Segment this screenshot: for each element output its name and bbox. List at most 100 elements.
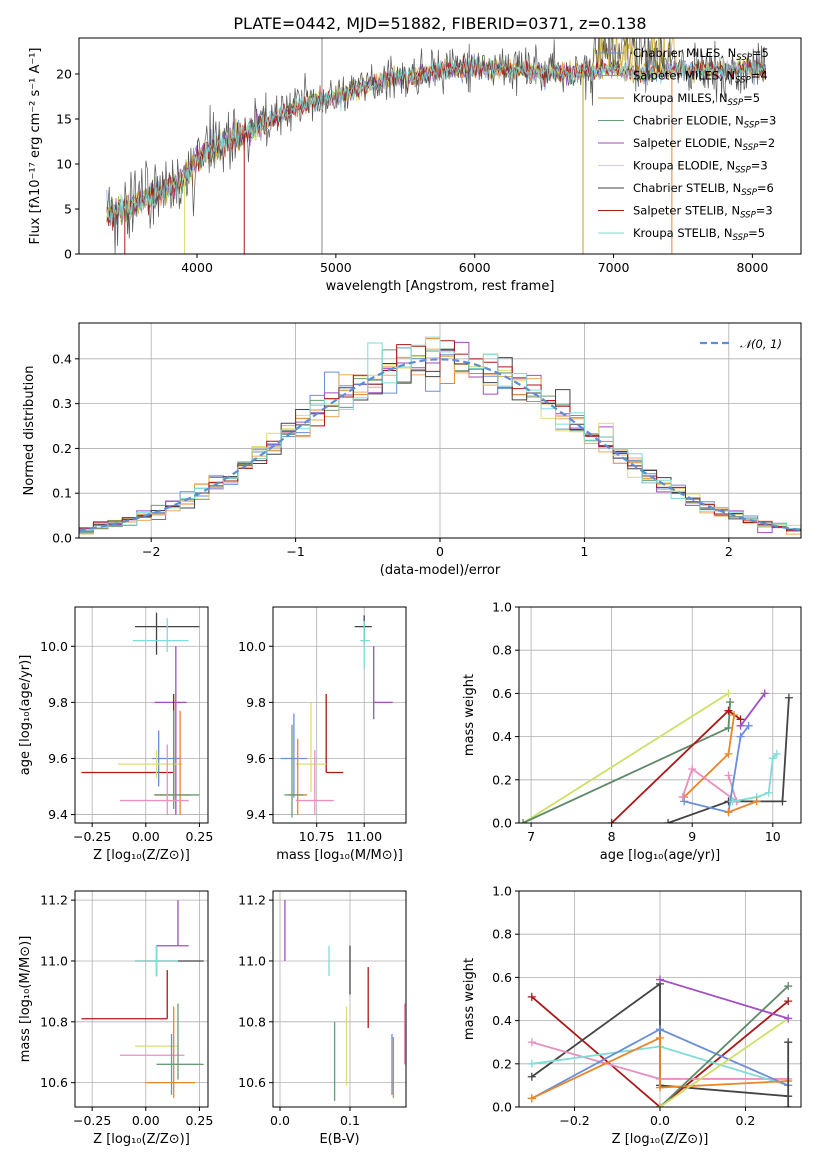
weight-marker xyxy=(784,1103,793,1107)
x-tick-label: 0.00 xyxy=(132,829,160,844)
weight-marker xyxy=(656,975,664,984)
x-tick-label: 6000 xyxy=(459,260,491,275)
weight-marker xyxy=(772,749,781,758)
weight-marker xyxy=(736,732,745,741)
axes-frame xyxy=(74,606,209,824)
y-axis-label: mass weight xyxy=(462,674,477,756)
weight-marker xyxy=(744,721,753,730)
legend: Chabrier MILES, NSSP=5 Salpeter MILES, NS… xyxy=(598,46,776,243)
x-axis-label: mass [log₁₀(M/M⊙)] xyxy=(276,848,403,863)
axes-frame xyxy=(518,606,802,824)
y-tick-label: 15 xyxy=(56,112,72,127)
weight-marker xyxy=(656,1103,664,1107)
weight-marker xyxy=(724,706,733,715)
weight-marker xyxy=(519,819,528,823)
x-tick-label: 0.0 xyxy=(650,1113,670,1128)
y-tick-label: 0.4 xyxy=(492,729,512,744)
y-tick-label: 0.8 xyxy=(492,643,512,658)
histogram-series xyxy=(79,336,801,538)
weight-marker xyxy=(768,754,777,763)
axes-frame xyxy=(272,890,407,1108)
grid xyxy=(273,607,406,823)
y-tick-label: 10.8 xyxy=(238,1014,266,1029)
weight-marker xyxy=(678,793,687,802)
y-tick-label: 11.2 xyxy=(40,893,68,908)
y-tick-label: 11.0 xyxy=(40,953,68,968)
x-tick-label: −0.25 xyxy=(73,829,111,844)
weight-marker xyxy=(724,689,733,698)
axes-frame xyxy=(272,606,407,824)
y-tick-label: 11.2 xyxy=(238,893,266,908)
panel-weight-vs-Z: −0.2 0.0 0.2 0.0 0.2 0.4 0.6 0.8 1.0 Z [log₁₀(Z/Z… xyxy=(462,884,802,1147)
panel-spectrum: 4000 5000 6000 7000 8000 0 5 10 15 20 wavelength [… xyxy=(28,37,802,294)
y-tick-label: 1.0 xyxy=(492,884,512,899)
weight-marker xyxy=(680,797,689,806)
weight-marker xyxy=(724,723,733,732)
weight-marker xyxy=(784,997,793,1006)
spectrum-line xyxy=(106,57,767,223)
y-axis-label: age [log₁₀(age/yr)] xyxy=(18,655,33,776)
y-tick-label: 9.6 xyxy=(48,751,68,766)
weight-line xyxy=(531,996,789,1107)
weight-marker xyxy=(527,992,536,1001)
y-axis-label: Normed distribution xyxy=(22,366,37,496)
x-tick-label: −0.25 xyxy=(73,1113,111,1128)
panel-residuals: −2 −1 0 1 2 0.0 0.1 0.2 0.3 0.4 (data-model)/error… xyxy=(22,322,802,578)
weight-marker xyxy=(778,797,787,806)
plot-area xyxy=(284,900,406,1101)
weight-line xyxy=(531,1036,789,1100)
y-tick-label: 10 xyxy=(56,157,72,172)
y-tick-label: 10.0 xyxy=(238,639,266,654)
y-tick-label: 0.0 xyxy=(492,816,512,831)
weight-line xyxy=(659,1017,789,1107)
weight-marker xyxy=(656,1083,664,1092)
weight-line xyxy=(739,692,766,727)
y-tick-label: 10.8 xyxy=(40,1014,68,1029)
plot-area xyxy=(527,975,793,1107)
y-tick-label: 0 xyxy=(64,247,72,262)
weight-marker xyxy=(527,1038,536,1047)
panel-weight-vs-age: 7 8 9 10 0.0 0.2 0.4 0.6 0.8 1.0 age [log₁₀(age/yr… xyxy=(462,600,802,863)
weight-marker xyxy=(728,797,737,806)
y-tick-label: 9.4 xyxy=(246,807,266,822)
weight-marker xyxy=(730,711,739,719)
x-axis-label: Z [log₁₀(Z/Z⊙)] xyxy=(93,1132,190,1147)
y-tick-label: 9.4 xyxy=(48,807,68,822)
legend: 𝒩(0, 1) xyxy=(700,337,782,351)
y-tick-label: 1.0 xyxy=(492,600,512,615)
x-axis-label: (data-model)/error xyxy=(380,563,501,578)
grid xyxy=(519,606,801,824)
legend-entry: Salpeter MILES, NSSP=4 xyxy=(633,69,768,86)
y-axis-label: Flux [fλ10⁻¹⁷ erg cm⁻² s⁻¹ A⁻¹] xyxy=(28,48,43,245)
x-tick-label: 8000 xyxy=(736,260,768,275)
weight-marker xyxy=(527,1072,536,1081)
x-tick-label: 0 xyxy=(436,544,444,559)
y-axis-label: mass weight xyxy=(462,958,477,1040)
legend-entry: Chabrier STELIB, NSSP=6 xyxy=(633,181,774,198)
x-tick-label: 0.2 xyxy=(736,1113,756,1128)
weight-marker xyxy=(764,788,773,797)
legend-entry: Chabrier ELODIE, NSSP=3 xyxy=(633,114,776,131)
y-tick-label: 0.4 xyxy=(52,351,72,366)
y-tick-label: 0.6 xyxy=(492,686,512,701)
x-tick-label: 0.1 xyxy=(340,1113,360,1128)
plot-area xyxy=(519,689,793,823)
y-tick-label: 9.8 xyxy=(246,695,266,710)
plot-area xyxy=(81,612,200,815)
x-tick-label: 2 xyxy=(725,544,733,559)
x-tick-label: 9 xyxy=(688,829,696,844)
plot-area xyxy=(106,38,767,254)
x-tick-label: 4000 xyxy=(181,260,213,275)
legend-entry: Salpeter STELIB, NSSP=3 xyxy=(633,204,773,221)
x-axis-label: E(B-V) xyxy=(319,1132,359,1147)
grid xyxy=(75,891,208,1107)
y-tick-label: 0.0 xyxy=(492,1100,512,1115)
weight-marker xyxy=(688,765,697,773)
x-axis-label: wavelength [Angstrom, rest frame] xyxy=(326,279,555,294)
y-tick-label: 0.1 xyxy=(52,486,72,501)
weight-marker xyxy=(724,749,733,758)
y-tick-label: 0.4 xyxy=(492,1013,512,1028)
figure-title: PLATE=0442, MJD=51882, FIBERID=0371, z=0… xyxy=(233,14,646,33)
weight-marker xyxy=(724,808,733,817)
